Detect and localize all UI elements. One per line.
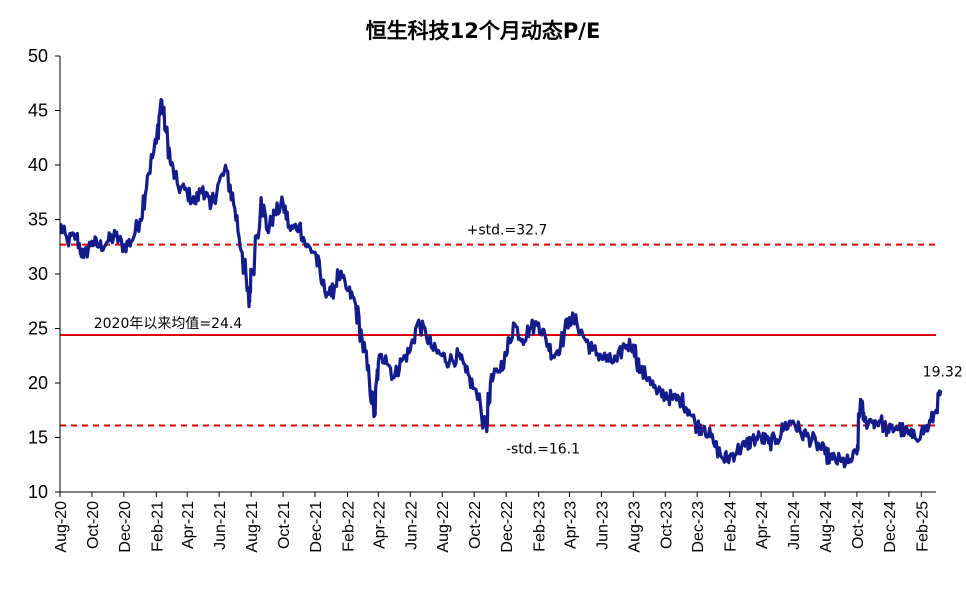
reference-line-label: -std.=16.1 [506,442,580,458]
x-tick-label: Jun-21 [212,501,229,550]
x-tick-label: Oct-20 [85,501,102,549]
y-tick-label: 50 [28,46,48,66]
x-tick-label: Aug-21 [244,501,261,553]
x-tick-label: Oct-22 [467,501,484,549]
x-tick-label: Aug-24 [818,501,835,553]
chart-title: 恒生科技12个月动态P/E [366,19,601,43]
y-tick-label: 20 [28,373,48,393]
x-tick-label: Aug-20 [53,501,70,553]
x-tick-label: Feb-21 [149,501,166,552]
x-tick-label: Oct-23 [658,501,675,549]
y-tick-label: 25 [28,319,48,339]
x-tick-label: Dec-22 [499,501,516,553]
x-tick-label: Dec-24 [882,501,899,553]
x-tick-label: Oct-21 [276,501,293,549]
x-tick-label: Aug-23 [626,501,643,553]
series-layer [59,98,943,469]
axes: 10 15 20 25 30 35 40 45 50 Aug-20 Oct-20 Dec-20 Feb-… [28,46,936,553]
series-line [59,98,943,469]
last-value-label: 19.32 [923,364,963,380]
y-tick-label: 35 [28,210,48,230]
x-tick-label: Feb-24 [723,501,740,552]
y-tick-label: 40 [28,155,48,175]
y-tick-label: 15 [28,428,48,448]
x-tick-label: Feb-22 [340,501,357,552]
x-tick-label: Apr-24 [754,501,771,549]
x-tick-label: Dec-23 [690,501,707,553]
x-tick-label: Feb-23 [532,501,549,552]
x-tick-label: Jun-22 [403,501,420,550]
x-tick-label: Dec-20 [117,501,134,553]
x-tick-label: Feb-25 [914,501,931,552]
x-tick-label: Dec-21 [308,501,325,553]
x-tick-label: Jun-23 [594,501,611,550]
x-tick-label: Aug-22 [435,501,452,553]
x-tick-label: Jun-24 [786,501,803,550]
y-tick-label: 45 [28,101,48,121]
reference-line-label: 2020年以来均值=24.4 [94,316,243,332]
y-tick-label: 10 [28,482,48,502]
reference-lines [60,243,936,427]
x-tick-label: Oct-24 [850,501,867,549]
y-tick-label: 30 [28,264,48,284]
annotations: +std.=32.7 2020年以来均值=24.4 -std.=16.1 19.32 [94,223,963,458]
reference-line-label: +std.=32.7 [467,223,548,239]
x-tick-label: Apr-23 [562,501,579,549]
x-tick-label: Apr-21 [180,501,197,549]
x-tick-label: Apr-22 [371,501,388,549]
